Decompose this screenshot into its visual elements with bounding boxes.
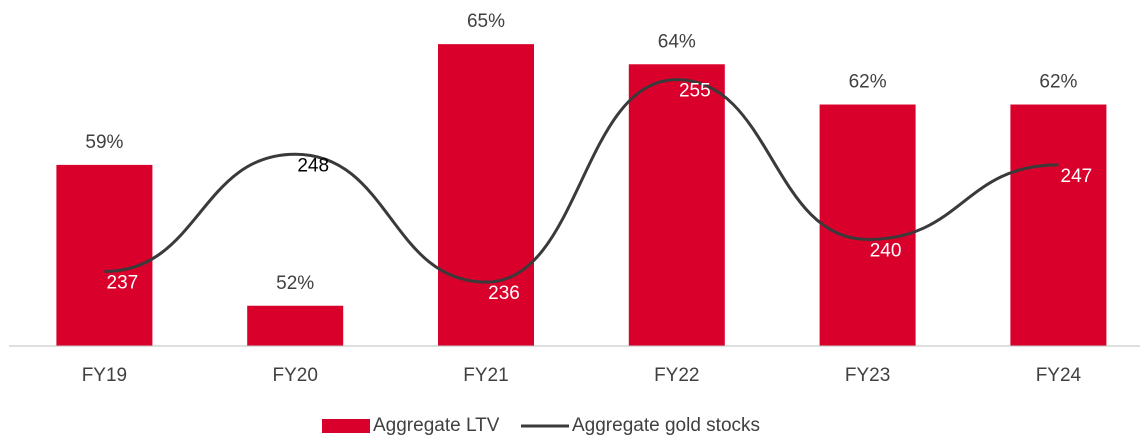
bar-value-label: 59% bbox=[85, 132, 123, 153]
line-value-label: 255 bbox=[679, 81, 711, 102]
bar bbox=[56, 164, 153, 346]
x-tick-label: FY22 bbox=[654, 365, 699, 386]
bar-value-label: 62% bbox=[1039, 72, 1077, 93]
legend-swatch bbox=[322, 419, 370, 433]
legend-label: Aggregate LTV bbox=[373, 415, 500, 436]
line-value-label: 236 bbox=[488, 283, 520, 304]
x-tick-label: FY23 bbox=[845, 365, 890, 386]
x-tick-label: FY24 bbox=[1036, 365, 1082, 386]
bar-value-label: 62% bbox=[849, 72, 887, 93]
x-tick-label: FY21 bbox=[463, 365, 508, 386]
bar bbox=[628, 64, 725, 346]
bar-value-label: 65% bbox=[467, 11, 505, 32]
legend-label: Aggregate gold stocks bbox=[572, 415, 760, 436]
bar bbox=[438, 44, 534, 347]
bar-value-label: 52% bbox=[276, 273, 314, 294]
line-value-label: 240 bbox=[870, 240, 902, 261]
line-value-label: 247 bbox=[1061, 166, 1093, 187]
line-value-label: 237 bbox=[107, 272, 139, 293]
x-tick-label: FY19 bbox=[82, 365, 127, 386]
line bbox=[104, 78, 1059, 284]
bar bbox=[819, 104, 916, 346]
bar-value-label: 64% bbox=[658, 31, 696, 52]
x-tick-label: FY20 bbox=[272, 365, 317, 386]
bar bbox=[247, 305, 344, 346]
line-value-label: 248 bbox=[297, 155, 329, 176]
bar bbox=[1010, 104, 1107, 346]
